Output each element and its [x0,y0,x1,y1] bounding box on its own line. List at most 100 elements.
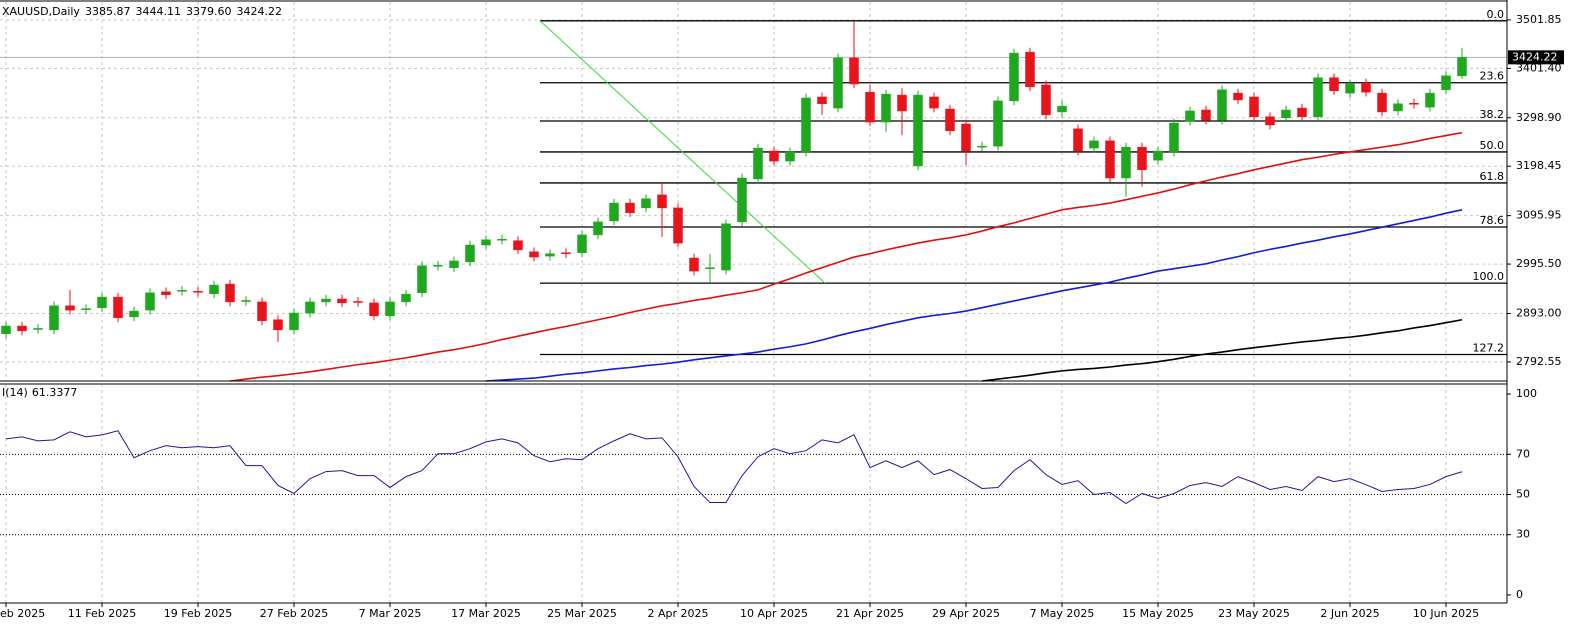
fib-label: 61.8 [1480,170,1505,183]
x-tick-label: 23 May 2025 [1218,607,1290,620]
candle-body [449,260,459,268]
x-tick-label: 7 May 2025 [1030,607,1095,620]
candle-body [1,325,11,334]
candle-body [817,96,827,104]
candle-body [673,207,683,244]
candle-body [225,283,235,303]
candle-body [577,234,587,253]
candle-body [1073,128,1083,152]
candle-body [321,298,331,303]
y-tick-label: 3298.90 [1516,111,1562,124]
rsi-tick-label: 50 [1516,488,1530,501]
candle-body [257,301,267,321]
candle-body [1169,122,1179,153]
x-tick-label: 15 May 2025 [1122,607,1194,620]
candle-body [753,147,763,180]
candle-body [657,194,667,209]
candle-body [33,328,43,330]
candle-body [65,305,75,311]
candle-body [529,251,539,258]
candle-body [1057,105,1067,113]
candle-body [881,93,891,123]
candle-body [273,319,283,331]
candle-body [1345,83,1355,94]
candle-body [97,296,107,308]
candle-body [721,223,731,271]
candle-body [385,301,395,317]
x-tick-label: 27 Feb 2025 [260,607,328,620]
candle-body [897,94,907,112]
candle-body [513,240,523,251]
candle-body [1137,146,1147,171]
ohlc-value: 3424.22 [236,5,282,18]
candle-body [769,150,779,162]
candle-body [1185,110,1195,122]
candle-body [1393,103,1403,112]
y-tick-label: 3198.45 [1516,159,1562,172]
candle-body [481,239,491,246]
candle-body [689,257,699,272]
x-tick-label: 11 Feb 2025 [68,607,136,620]
x-tick-label: 10 Jun 2025 [1413,607,1479,620]
candle-body [289,312,299,331]
candle-body [593,221,603,236]
fib-label: 38.2 [1480,108,1505,121]
candle-body [1089,140,1099,149]
rsi-tick-label: 70 [1516,447,1530,460]
candle-body [1281,109,1291,118]
candle-body [1025,51,1035,88]
candle-body [465,244,475,263]
candle-body [417,265,427,294]
x-tick-label: 2 Jun 2025 [1320,607,1379,620]
candle-body [1297,107,1307,118]
fib-label: 0.0 [1487,8,1505,21]
candle-body [993,100,1003,147]
candle-body [81,308,91,310]
candle-body [801,97,811,153]
candle-body [1441,75,1451,91]
candle-body [145,292,155,311]
ohlc-value: 3444.11 [135,5,181,18]
candle-body [1153,150,1163,161]
candle-body [1041,84,1051,116]
moving-average [981,318,1463,382]
candle-body [865,91,875,123]
candle-body [353,301,363,303]
x-tick-label: 7 Mar 2025 [359,607,422,620]
candle-body [849,57,859,85]
candle-body [737,177,747,223]
rsi-tick-label: 100 [1516,387,1537,400]
candle-body [945,108,955,131]
candle-body [833,57,843,109]
candle-body [1361,82,1371,93]
candle-body [1201,109,1211,121]
y-tick-label: 3095.95 [1516,209,1562,222]
y-tick-label: 2792.55 [1516,355,1562,368]
y-tick-label: 3501.85 [1516,13,1562,26]
candle-body [241,300,251,302]
rsi-name: I(14) [2,386,28,399]
rsi-label: I(14) 61.3377 [2,386,77,399]
ohlc-value: 3379.60 [186,5,232,18]
moving-average [485,209,1463,382]
candle-body [545,253,555,257]
rsi-value: 61.3377 [32,386,78,399]
candle-body [1249,96,1259,118]
rsi-tick-label: 30 [1516,528,1530,541]
fib-label: 100.0 [1473,270,1505,283]
candle-body [641,198,651,209]
candle-body [561,252,571,254]
fib-label: 50.0 [1480,139,1505,152]
candle-body [1409,103,1419,105]
candle-body [433,265,443,267]
candle-body [193,291,203,293]
candle-body [785,151,795,162]
candle-body [625,202,635,213]
candle-body [177,290,187,292]
ohlc-value: 3385.87 [85,5,131,18]
candle-body [113,296,123,319]
symbol: XAUUSD,Daily [2,5,80,18]
x-tick-label: 25 Mar 2025 [547,607,617,620]
